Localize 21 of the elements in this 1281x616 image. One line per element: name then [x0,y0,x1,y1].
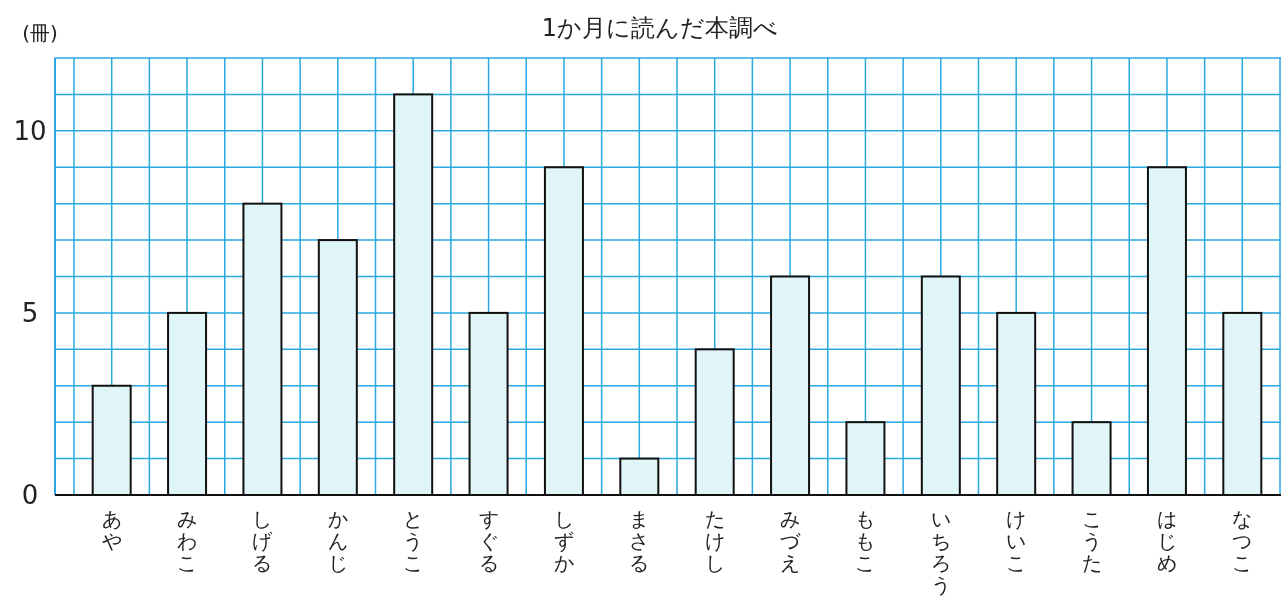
x-tick-label: しげる [252,507,274,575]
x-tick-label: けいこ [1006,507,1027,575]
x-tick-label: みわこ [177,507,198,575]
x-tick-label: いちろう [930,507,951,597]
x-tick-label: こうた [1081,507,1102,575]
x-tick-label: はじめ [1156,507,1177,575]
chart-title: 1か月に読んだ本調べ [541,14,779,42]
x-tick-label: たけし [704,507,725,575]
x-tick-label: まさる [629,507,650,575]
x-tick-label: しずか [553,507,574,575]
x-tick-label: かんじ [327,507,348,575]
x-tick-label: ももこ [855,507,876,575]
x-tick-label: なつこ [1232,507,1253,575]
x-tick-label: すぐる [478,507,499,575]
x-tick-label: みづえ [780,507,802,575]
y-tick-label: 0 [21,480,39,510]
x-tick-label: あや [101,507,122,553]
y-tick-label: 5 [21,297,39,328]
y-axis-title: (冊) [22,21,58,45]
y-tick-label: 10 [13,115,47,146]
x-tick-label: とうこ [403,507,424,575]
